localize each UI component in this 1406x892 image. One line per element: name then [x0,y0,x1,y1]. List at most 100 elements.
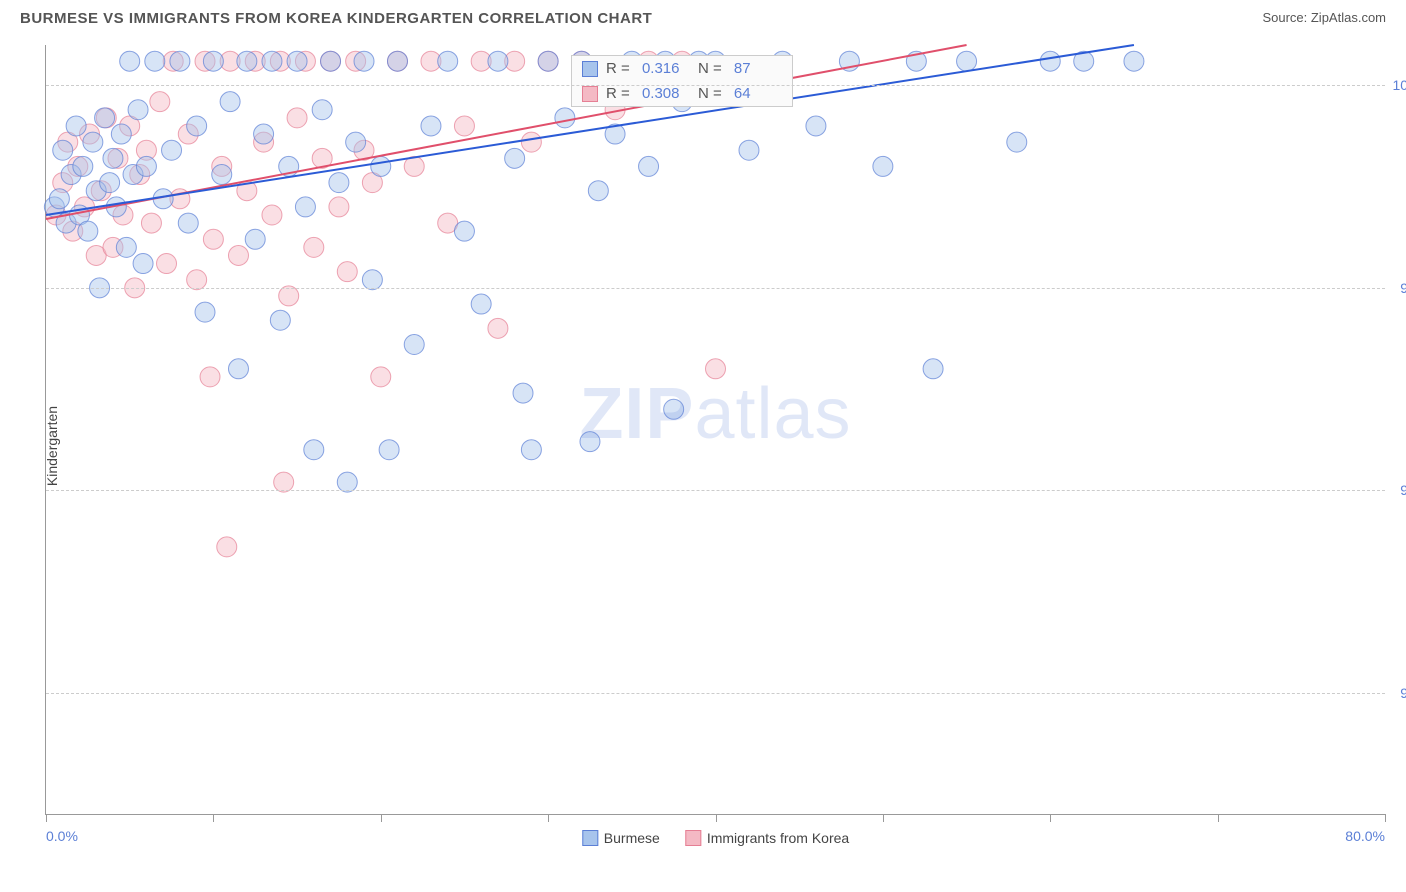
data-point [295,197,315,217]
data-point [116,237,136,257]
data-point [187,270,207,290]
data-point [1007,132,1027,152]
data-point [262,205,282,225]
data-point [212,165,232,185]
data-point [321,51,341,71]
x-axis-max-label: 80.0% [1345,828,1385,844]
stats-row-series1: R = 0.316 N = 87 [572,56,792,81]
data-point [66,116,86,136]
data-point [664,399,684,419]
data-point [133,254,153,274]
data-point [287,108,307,128]
data-point [170,51,190,71]
data-point [228,359,248,379]
source-label: Source: ZipAtlas.com [1262,10,1386,27]
data-point [49,189,69,209]
data-point [270,310,290,330]
data-point [203,229,223,249]
data-point [329,197,349,217]
data-point [162,140,182,160]
data-point [120,51,140,71]
legend-label-burmese: Burmese [604,830,660,846]
data-point [1124,51,1144,71]
y-tick-label: 92.5% [1400,685,1406,701]
data-point [555,108,575,128]
data-point [329,173,349,193]
data-point [254,124,274,144]
legend: Burmese Immigrants from Korea [582,830,849,846]
legend-label-korea: Immigrants from Korea [707,830,849,846]
data-point [362,270,382,290]
data-point [957,51,977,71]
data-point [245,229,265,249]
y-tick-label: 95.0% [1400,482,1406,498]
data-point [588,181,608,201]
legend-swatch-korea [685,830,701,846]
chart-plot-area: ZIPatlas R = 0.316 N = 87 R = 0.308 N = … [45,45,1385,815]
data-point [178,213,198,233]
data-point [513,383,533,403]
data-point [150,92,170,112]
data-point [806,116,826,136]
data-point [203,51,223,71]
data-point [521,440,541,460]
data-point [505,148,525,168]
data-point [287,51,307,71]
data-point [128,100,148,120]
data-point [217,537,237,557]
data-point [304,237,324,257]
data-point [706,359,726,379]
data-point [371,367,391,387]
data-point [421,116,441,136]
data-point [220,92,240,112]
data-point [136,156,156,176]
data-point [73,156,93,176]
data-point [157,254,177,274]
data-point [195,302,215,322]
data-point [354,51,374,71]
data-point [141,213,161,233]
data-point [1040,51,1060,71]
legend-item-korea: Immigrants from Korea [685,830,849,846]
data-point [274,472,294,492]
data-point [95,108,115,128]
data-point [337,262,357,282]
data-point [580,432,600,452]
chart-title: BURMESE VS IMMIGRANTS FROM KOREA KINDERG… [20,10,652,27]
data-point [346,132,366,152]
data-point [312,100,332,120]
data-point [200,367,220,387]
data-point [145,51,165,71]
swatch-series1 [582,61,598,77]
data-point [488,51,508,71]
data-point [279,286,299,306]
data-point [873,156,893,176]
data-point [187,116,207,136]
data-point [237,51,257,71]
data-point [404,335,424,355]
legend-swatch-burmese [582,830,598,846]
data-point [337,472,357,492]
data-point [103,148,123,168]
data-point [379,440,399,460]
data-point [923,359,943,379]
data-point [371,156,391,176]
scatter-plot [46,45,1385,814]
legend-item-burmese: Burmese [582,830,660,846]
x-axis-min-label: 0.0% [46,828,78,844]
correlation-stats-box: R = 0.316 N = 87 R = 0.308 N = 64 [571,55,793,107]
data-point [538,51,558,71]
swatch-series2 [582,86,598,102]
y-tick-label: 97.5% [1400,280,1406,296]
data-point [454,116,474,136]
data-point [83,132,103,152]
data-point [304,440,324,460]
data-point [53,140,73,160]
data-point [438,51,458,71]
data-point [111,124,131,144]
data-point [639,156,659,176]
y-tick-label: 100.0% [1393,77,1406,93]
data-point [262,51,282,71]
data-point [78,221,98,241]
data-point [100,173,120,193]
